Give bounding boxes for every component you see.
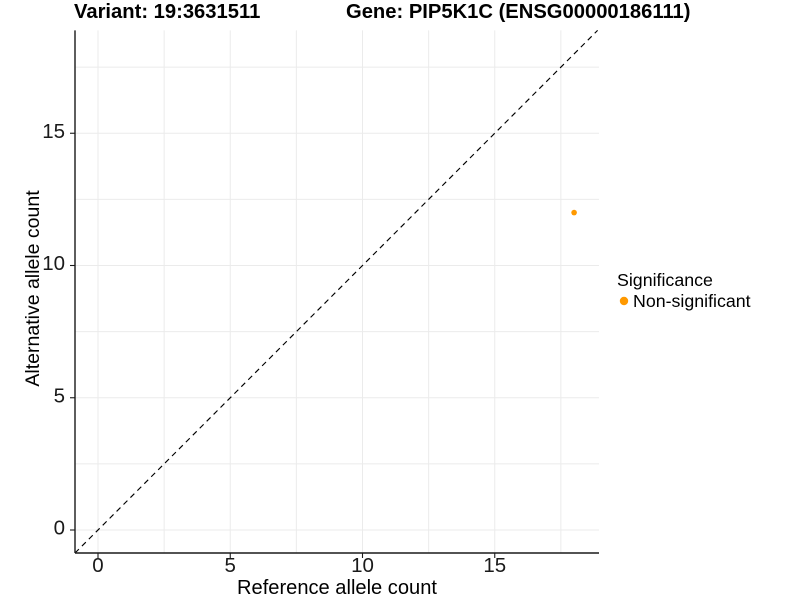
- svg-text:15: 15: [483, 554, 506, 577]
- svg-text:15: 15: [42, 120, 65, 143]
- svg-text:0: 0: [54, 517, 65, 540]
- svg-text:5: 5: [225, 554, 236, 577]
- svg-text:0: 0: [92, 554, 103, 577]
- svg-text:Alternative allele count: Alternative allele count: [22, 190, 44, 387]
- svg-text:10: 10: [42, 252, 65, 275]
- svg-text:10: 10: [351, 554, 374, 577]
- svg-text:Reference allele count: Reference allele count: [237, 577, 437, 599]
- svg-text:Non-significant: Non-significant: [633, 291, 751, 311]
- svg-text:Significance: Significance: [617, 270, 713, 290]
- svg-text:5: 5: [54, 384, 65, 407]
